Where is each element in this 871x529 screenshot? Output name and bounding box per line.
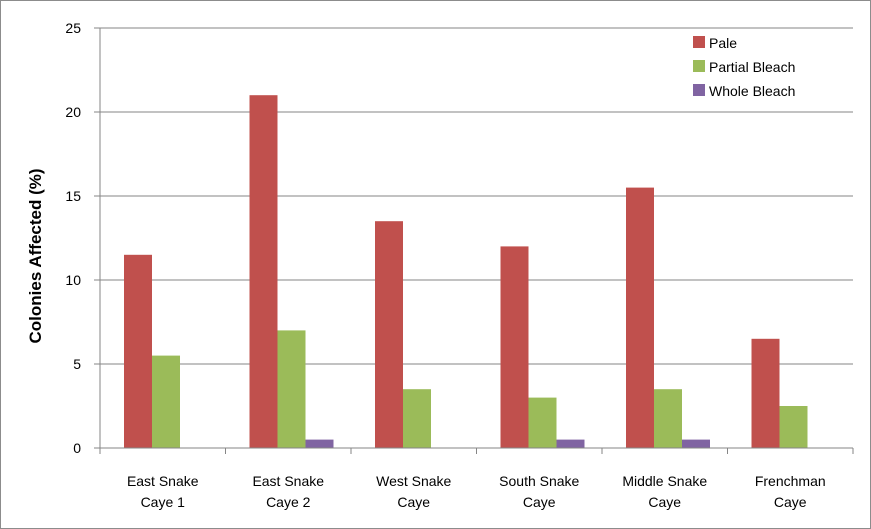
- bar-pale: [124, 254, 152, 448]
- bar-pale: [751, 338, 780, 448]
- x-category-label: Middle Snake: [622, 473, 707, 489]
- bar-pale: [249, 95, 278, 448]
- x-category-label: Caye: [774, 494, 807, 510]
- x-category-label: East Snake: [127, 473, 199, 489]
- bar-pale: [375, 221, 403, 448]
- y-tick-label: 5: [73, 356, 81, 372]
- bar-partial-bleach: [152, 355, 180, 448]
- bar-whole-bleach: [305, 439, 334, 448]
- x-category-label: Caye 2: [266, 494, 311, 510]
- bar-whole-bleach: [556, 439, 585, 448]
- axes: [99, 28, 854, 454]
- legend-label: Whole Bleach: [709, 83, 795, 99]
- legend: Pale Partial Bleach Whole Bleach: [693, 35, 795, 99]
- x-category-label: South Snake: [499, 473, 579, 489]
- legend-swatch: [693, 84, 705, 96]
- bar-partial-bleach: [528, 397, 557, 448]
- x-category-labels: East Snake Caye 1 East Snake Caye 2 West Sna…: [127, 473, 826, 510]
- legend-label: Partial Bleach: [709, 59, 795, 75]
- bar-pale: [500, 246, 529, 448]
- legend-swatch: [693, 60, 705, 72]
- y-tick-label: 20: [65, 104, 81, 120]
- y-tick-label: 0: [73, 440, 81, 456]
- legend-swatch: [693, 36, 705, 48]
- bar-pale: [626, 187, 654, 448]
- x-category-label: Caye: [648, 494, 681, 510]
- y-tick-label: 10: [65, 272, 81, 288]
- y-tick-label: 25: [65, 20, 81, 36]
- legend-label: Pale: [709, 35, 737, 51]
- bar-whole-bleach: [682, 439, 710, 448]
- bar-partial-bleach: [779, 406, 808, 448]
- y-axis-title: Colonies Affected (%): [26, 168, 45, 343]
- gridlines: [94, 27, 853, 449]
- x-category-label: Caye: [397, 494, 430, 510]
- x-category-label: West Snake: [376, 473, 451, 489]
- y-tick-label: 15: [65, 188, 81, 204]
- x-category-label: Caye: [523, 494, 556, 510]
- bar-partial-bleach: [277, 330, 306, 448]
- bar-partial-bleach: [403, 389, 431, 448]
- x-category-label: East Snake: [252, 473, 324, 489]
- y-tick-labels: 0 5 10 15 20 25: [65, 20, 81, 456]
- x-category-label: Caye 1: [141, 494, 186, 510]
- bars: [124, 95, 808, 448]
- x-category-label: Frenchman: [755, 473, 826, 489]
- bar-partial-bleach: [654, 389, 682, 448]
